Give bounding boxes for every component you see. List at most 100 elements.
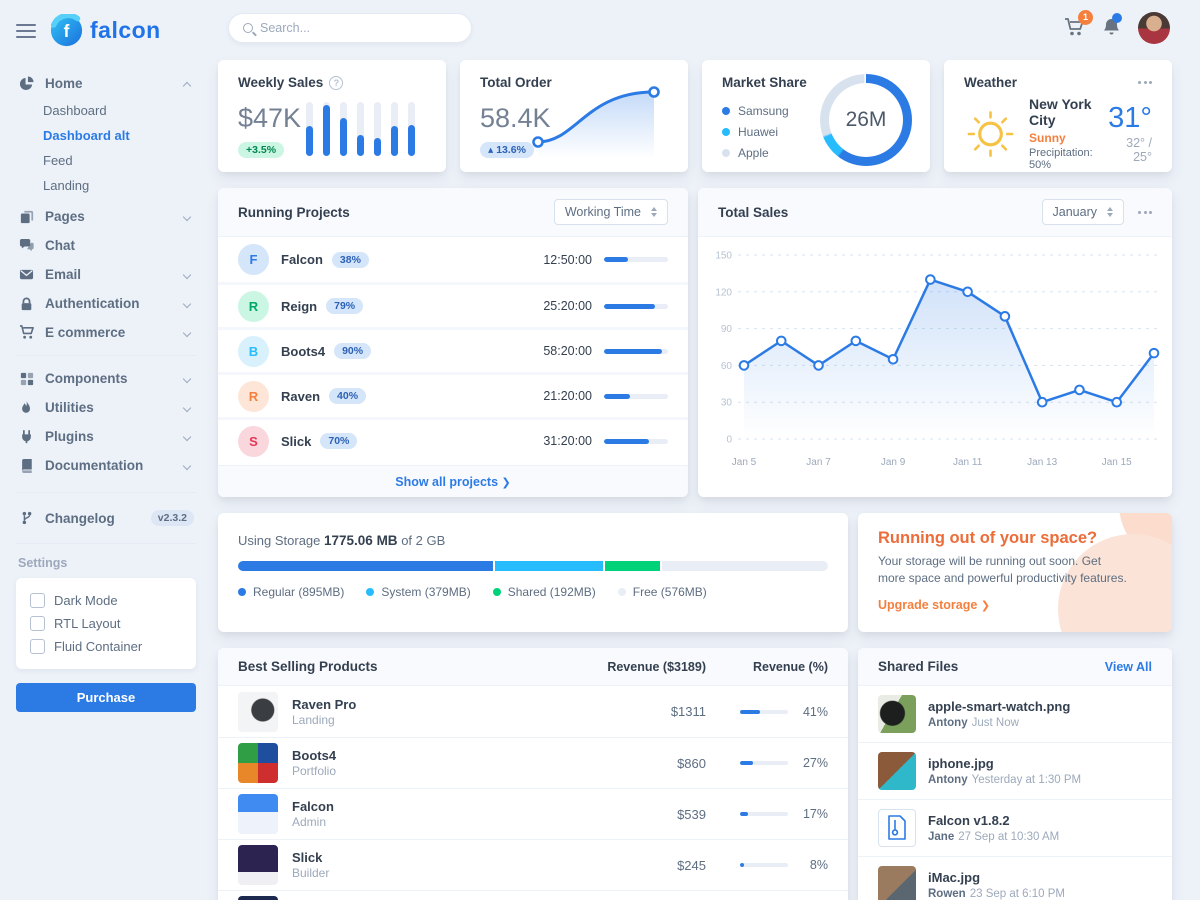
project-time: 31:20:00: [543, 434, 592, 448]
legend-item: Free (576MB): [617, 585, 707, 599]
option-label: Dark Mode: [54, 593, 118, 608]
nav-label: Utilities: [45, 400, 94, 415]
product-thumbnail: [238, 743, 278, 783]
book-icon: [18, 458, 35, 473]
file-name[interactable]: iMac.jpg: [928, 870, 981, 885]
file-author: Jane: [928, 831, 955, 843]
project-progress-badge: 90%: [334, 343, 372, 359]
project-row: B Boots4 90% 58:20:00: [218, 327, 688, 372]
product-revenue: $539: [677, 806, 706, 822]
weekly-sales-value: $47K: [238, 103, 302, 133]
checkbox-icon[interactable]: [30, 639, 45, 654]
working-time-select[interactable]: Working Time: [553, 199, 668, 225]
product-percent-bar: [740, 709, 788, 714]
shared-files-title: Shared Files: [878, 659, 959, 674]
legend-dot: [722, 127, 730, 136]
project-name-link[interactable]: Falcon: [281, 252, 323, 267]
product-name[interactable]: Raven Pro: [292, 696, 357, 712]
hamburger-menu-icon[interactable]: [16, 23, 36, 38]
project-name-link[interactable]: Boots4: [281, 343, 326, 359]
product-name[interactable]: Slick: [292, 850, 323, 865]
file-item[interactable]: apple-smart-watch.png Antony Just Now: [858, 686, 1172, 742]
search-box[interactable]: [228, 13, 472, 43]
falcon-logo[interactable]: f falcon: [50, 14, 161, 47]
rtl-layout-toggle[interactable]: RTL Layout: [30, 612, 182, 635]
svg-text:Jan 9: Jan 9: [881, 457, 906, 468]
show-all-projects-link[interactable]: Show all projects ❯: [395, 475, 511, 489]
product-name[interactable]: Falcon: [292, 799, 334, 814]
total-order-change-badge: ▴ 13.6%: [480, 142, 534, 158]
total-order-line-chart: [532, 86, 660, 158]
svg-text:Jan 15: Jan 15: [1102, 457, 1132, 468]
ellipsis-menu-icon[interactable]: [1138, 77, 1152, 88]
product-row: Boots4 Portfolio $860 27%: [218, 737, 848, 788]
purchase-button[interactable]: Purchase: [16, 683, 196, 712]
sidebar-item-authentication[interactable]: Authentication: [16, 289, 196, 318]
sidebar-item-dashboard-alt[interactable]: Dashboard alt: [43, 128, 130, 143]
project-name-link[interactable]: Slick: [281, 433, 312, 449]
sidebar-item-changelog[interactable]: Changelog v2.3.2: [16, 501, 196, 535]
checkbox-icon[interactable]: [30, 593, 45, 608]
sidebar-item-documentation[interactable]: Documentation: [16, 451, 196, 480]
plug-icon: [18, 429, 35, 444]
cart-button[interactable]: 1: [1064, 9, 1093, 40]
file-item[interactable]: iMac.jpg Rowen 23 Sep at 6:10 PM: [858, 856, 1172, 900]
help-icon[interactable]: ?: [329, 75, 344, 90]
total-sales-line-chart: 0 30 60 90 120 150 Jan 5 Jan 7 Jan 9 Jan 11 Jan 13…: [715, 251, 1160, 468]
product-row: [218, 890, 848, 900]
file-item[interactable]: Falcon v1.8.2 Jane 27 Sep at 10:30 AM: [858, 799, 1172, 856]
file-item[interactable]: iphone.jpg Antony Yesterday at 1:30 PM: [858, 742, 1172, 799]
user-avatar[interactable]: [1138, 12, 1170, 44]
sidebar-item-utilities[interactable]: Utilities: [16, 393, 196, 422]
project-time: 58:20:00: [543, 344, 592, 358]
sidebar-item-chat[interactable]: Chat: [16, 231, 196, 260]
checkbox-icon[interactable]: [30, 616, 45, 631]
legend-item: Regular (895MB): [238, 585, 344, 599]
product-category: Portfolio: [292, 764, 337, 778]
chevron-down-icon: [182, 299, 192, 308]
nav-label: Documentation: [45, 458, 144, 473]
project-progress-bar: [604, 438, 668, 444]
view-all-link[interactable]: View All: [1104, 659, 1152, 674]
sidebar-item-email[interactable]: Email: [16, 260, 196, 289]
sidebar-item-components[interactable]: Components: [16, 364, 196, 393]
project-progress-badge: 40%: [329, 388, 367, 404]
file-name[interactable]: iphone.jpg: [928, 756, 994, 771]
search-input[interactable]: [260, 21, 457, 35]
total-order-card: Total Order 58.4K ▴ 13.6%: [460, 60, 688, 172]
weekly-sales-change-badge: +3.5%: [238, 142, 285, 158]
project-progress-badge: 79%: [326, 298, 364, 314]
product-revenue: $860: [677, 755, 706, 771]
sidebar-item-home[interactable]: Home: [16, 69, 196, 98]
version-badge: v2.3.2: [150, 510, 194, 526]
sidebar-item-dashboard[interactable]: Dashboard: [43, 103, 107, 118]
product-percent: 41%: [802, 704, 828, 719]
home-subnav: Dashboard Dashboard alt Feed Landing: [16, 98, 196, 202]
sidebar-item-feed[interactable]: Feed: [43, 153, 73, 168]
dark-mode-toggle[interactable]: Dark Mode: [30, 589, 182, 612]
market-share-legend: Samsung Huawei Apple: [722, 100, 910, 163]
upgrade-storage-link[interactable]: Upgrade storage ❯: [878, 597, 991, 612]
project-name-link[interactable]: Raven: [281, 388, 321, 404]
project-progress-badge: 70%: [320, 433, 358, 449]
sidebar-item-landing[interactable]: Landing: [43, 178, 90, 193]
legend-item: Shared (192MB): [492, 585, 596, 599]
puzzle-icon: [18, 372, 35, 386]
file-name[interactable]: apple-smart-watch.png: [928, 699, 1071, 714]
sidebar-item-pages[interactable]: Pages: [16, 202, 196, 231]
ellipsis-menu-icon[interactable]: [1138, 207, 1152, 218]
total-sales-card: Total Sales January 0 30 60 90 120 150 Jan 5 Ja…: [698, 188, 1172, 497]
fluid-container-toggle[interactable]: Fluid Container: [30, 635, 182, 658]
product-category: Builder: [292, 866, 330, 880]
file-name[interactable]: Falcon v1.8.2: [928, 813, 1010, 828]
notifications-button[interactable]: [1102, 12, 1122, 40]
month-select[interactable]: January: [1041, 199, 1124, 225]
product-name[interactable]: Boots4: [292, 748, 337, 763]
project-name-link[interactable]: Reign: [281, 298, 318, 314]
sidebar-item-ecommerce[interactable]: E commerce: [16, 318, 196, 347]
chevron-down-icon: [182, 461, 192, 470]
sidebar-item-plugins[interactable]: Plugins: [16, 422, 196, 451]
svg-text:Jan 7: Jan 7: [806, 457, 831, 468]
search-icon: [243, 23, 253, 33]
option-label: RTL Layout: [54, 616, 121, 631]
